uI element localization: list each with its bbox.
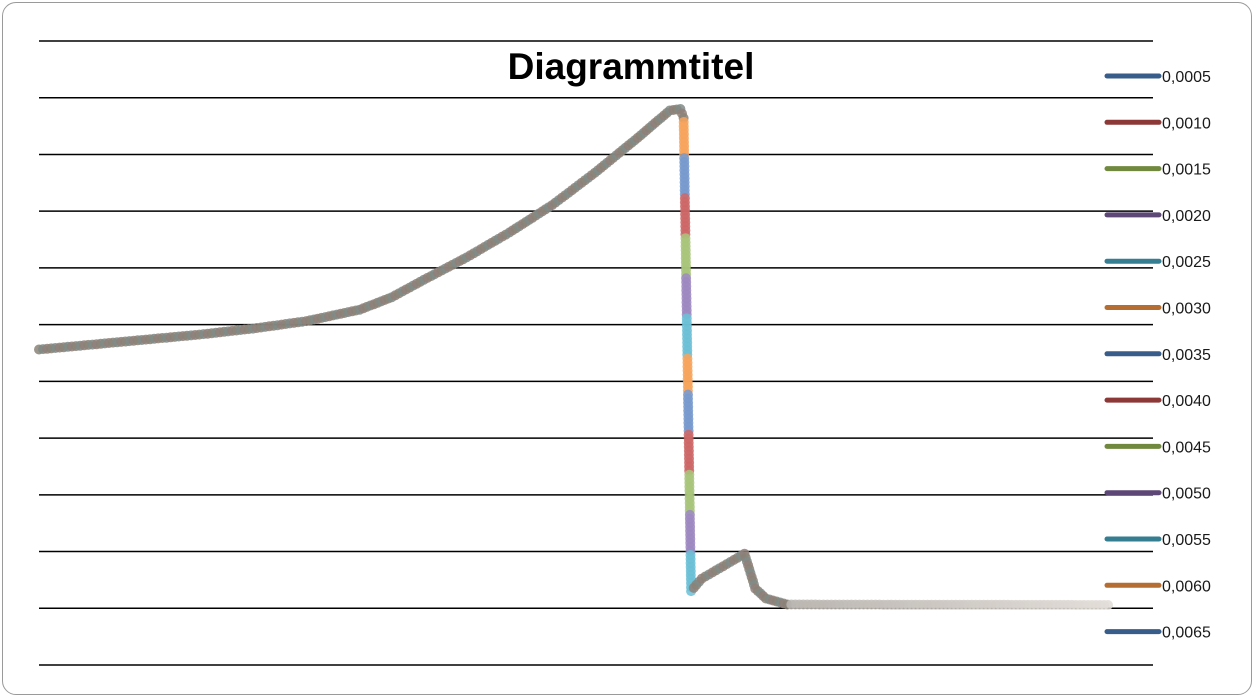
legend-label: 0,0020	[1162, 208, 1211, 225]
legend-label: 0,0005	[1162, 69, 1211, 86]
legend-label: 0,0045	[1162, 439, 1211, 456]
legend-label: 0,0010	[1162, 115, 1211, 132]
legend-label: 0,0060	[1162, 578, 1211, 595]
legend-label: 0,0055	[1162, 532, 1211, 549]
legend-label: 0,0035	[1162, 347, 1211, 364]
chart-title: Diagrammtitel	[508, 46, 755, 87]
legend-label: 0,0030	[1162, 301, 1211, 318]
legend-label: 0,0040	[1162, 393, 1211, 410]
legend-label: 0,0025	[1162, 254, 1211, 271]
legend-label: 0,0050	[1162, 486, 1211, 503]
data-curve	[34, 104, 1113, 610]
legend-label: 0,0065	[1162, 625, 1211, 642]
data-point	[1103, 600, 1113, 610]
legend-label: 0,0015	[1162, 162, 1211, 179]
gridlines	[39, 40, 1153, 666]
legend: 0,0005 0,0010 0,0015 0,0020 0,0025 0,0030 0,00…	[1104, 69, 1211, 642]
chart-canvas: Diagrammtitel 0,00050,00100,00150,00200,…	[34, 40, 1211, 666]
